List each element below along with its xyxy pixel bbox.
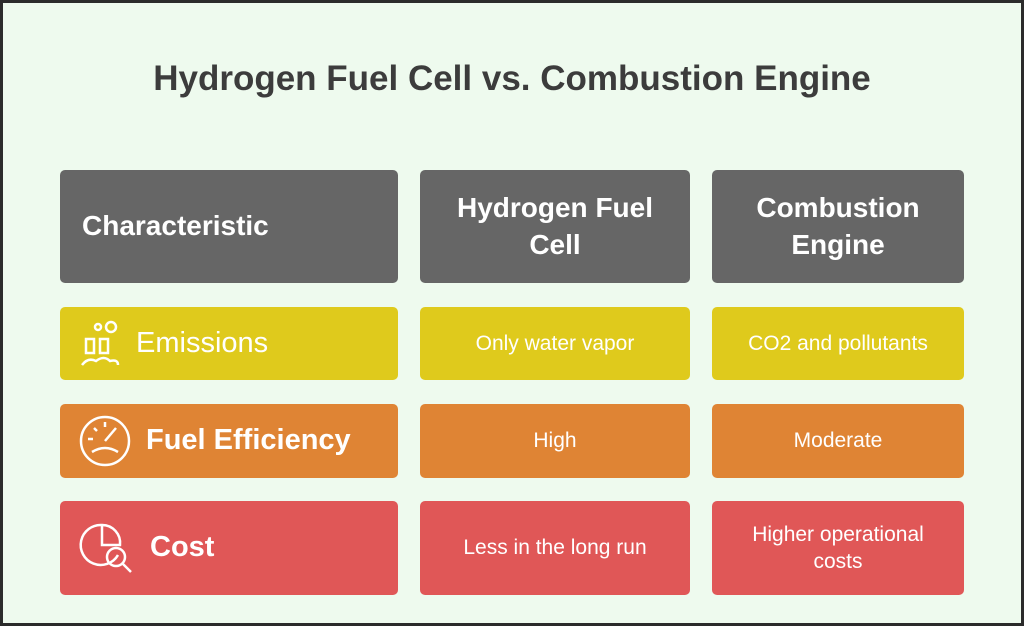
cell: Only water vapor (420, 307, 690, 380)
emissions-icon (81, 320, 120, 366)
row-label: Emissions (136, 326, 269, 359)
row-label-cell: Emissions (60, 307, 398, 380)
title: Hydrogen Fuel Cell vs. Combustion Engine (153, 59, 871, 98)
header-cell: Hydrogen Fuel Cell (420, 170, 690, 283)
cell: Moderate (712, 404, 964, 478)
header-cell: Combustion Engine (712, 170, 964, 283)
row-label-cell: Cost (60, 501, 398, 595)
row-label-cell: Fuel Efficiency (60, 404, 398, 478)
row-label: Cost (150, 531, 215, 564)
cell: CO2 and pollutants (712, 307, 964, 380)
cell: Higher operational costs (712, 501, 964, 595)
efficiency-icon (79, 415, 131, 467)
cost-icon (79, 523, 132, 573)
row-label: Fuel Efficiency (146, 424, 351, 457)
header-cell: Characteristic (60, 170, 398, 283)
cell: Less in the long run (420, 501, 690, 595)
cell: High (420, 404, 690, 478)
